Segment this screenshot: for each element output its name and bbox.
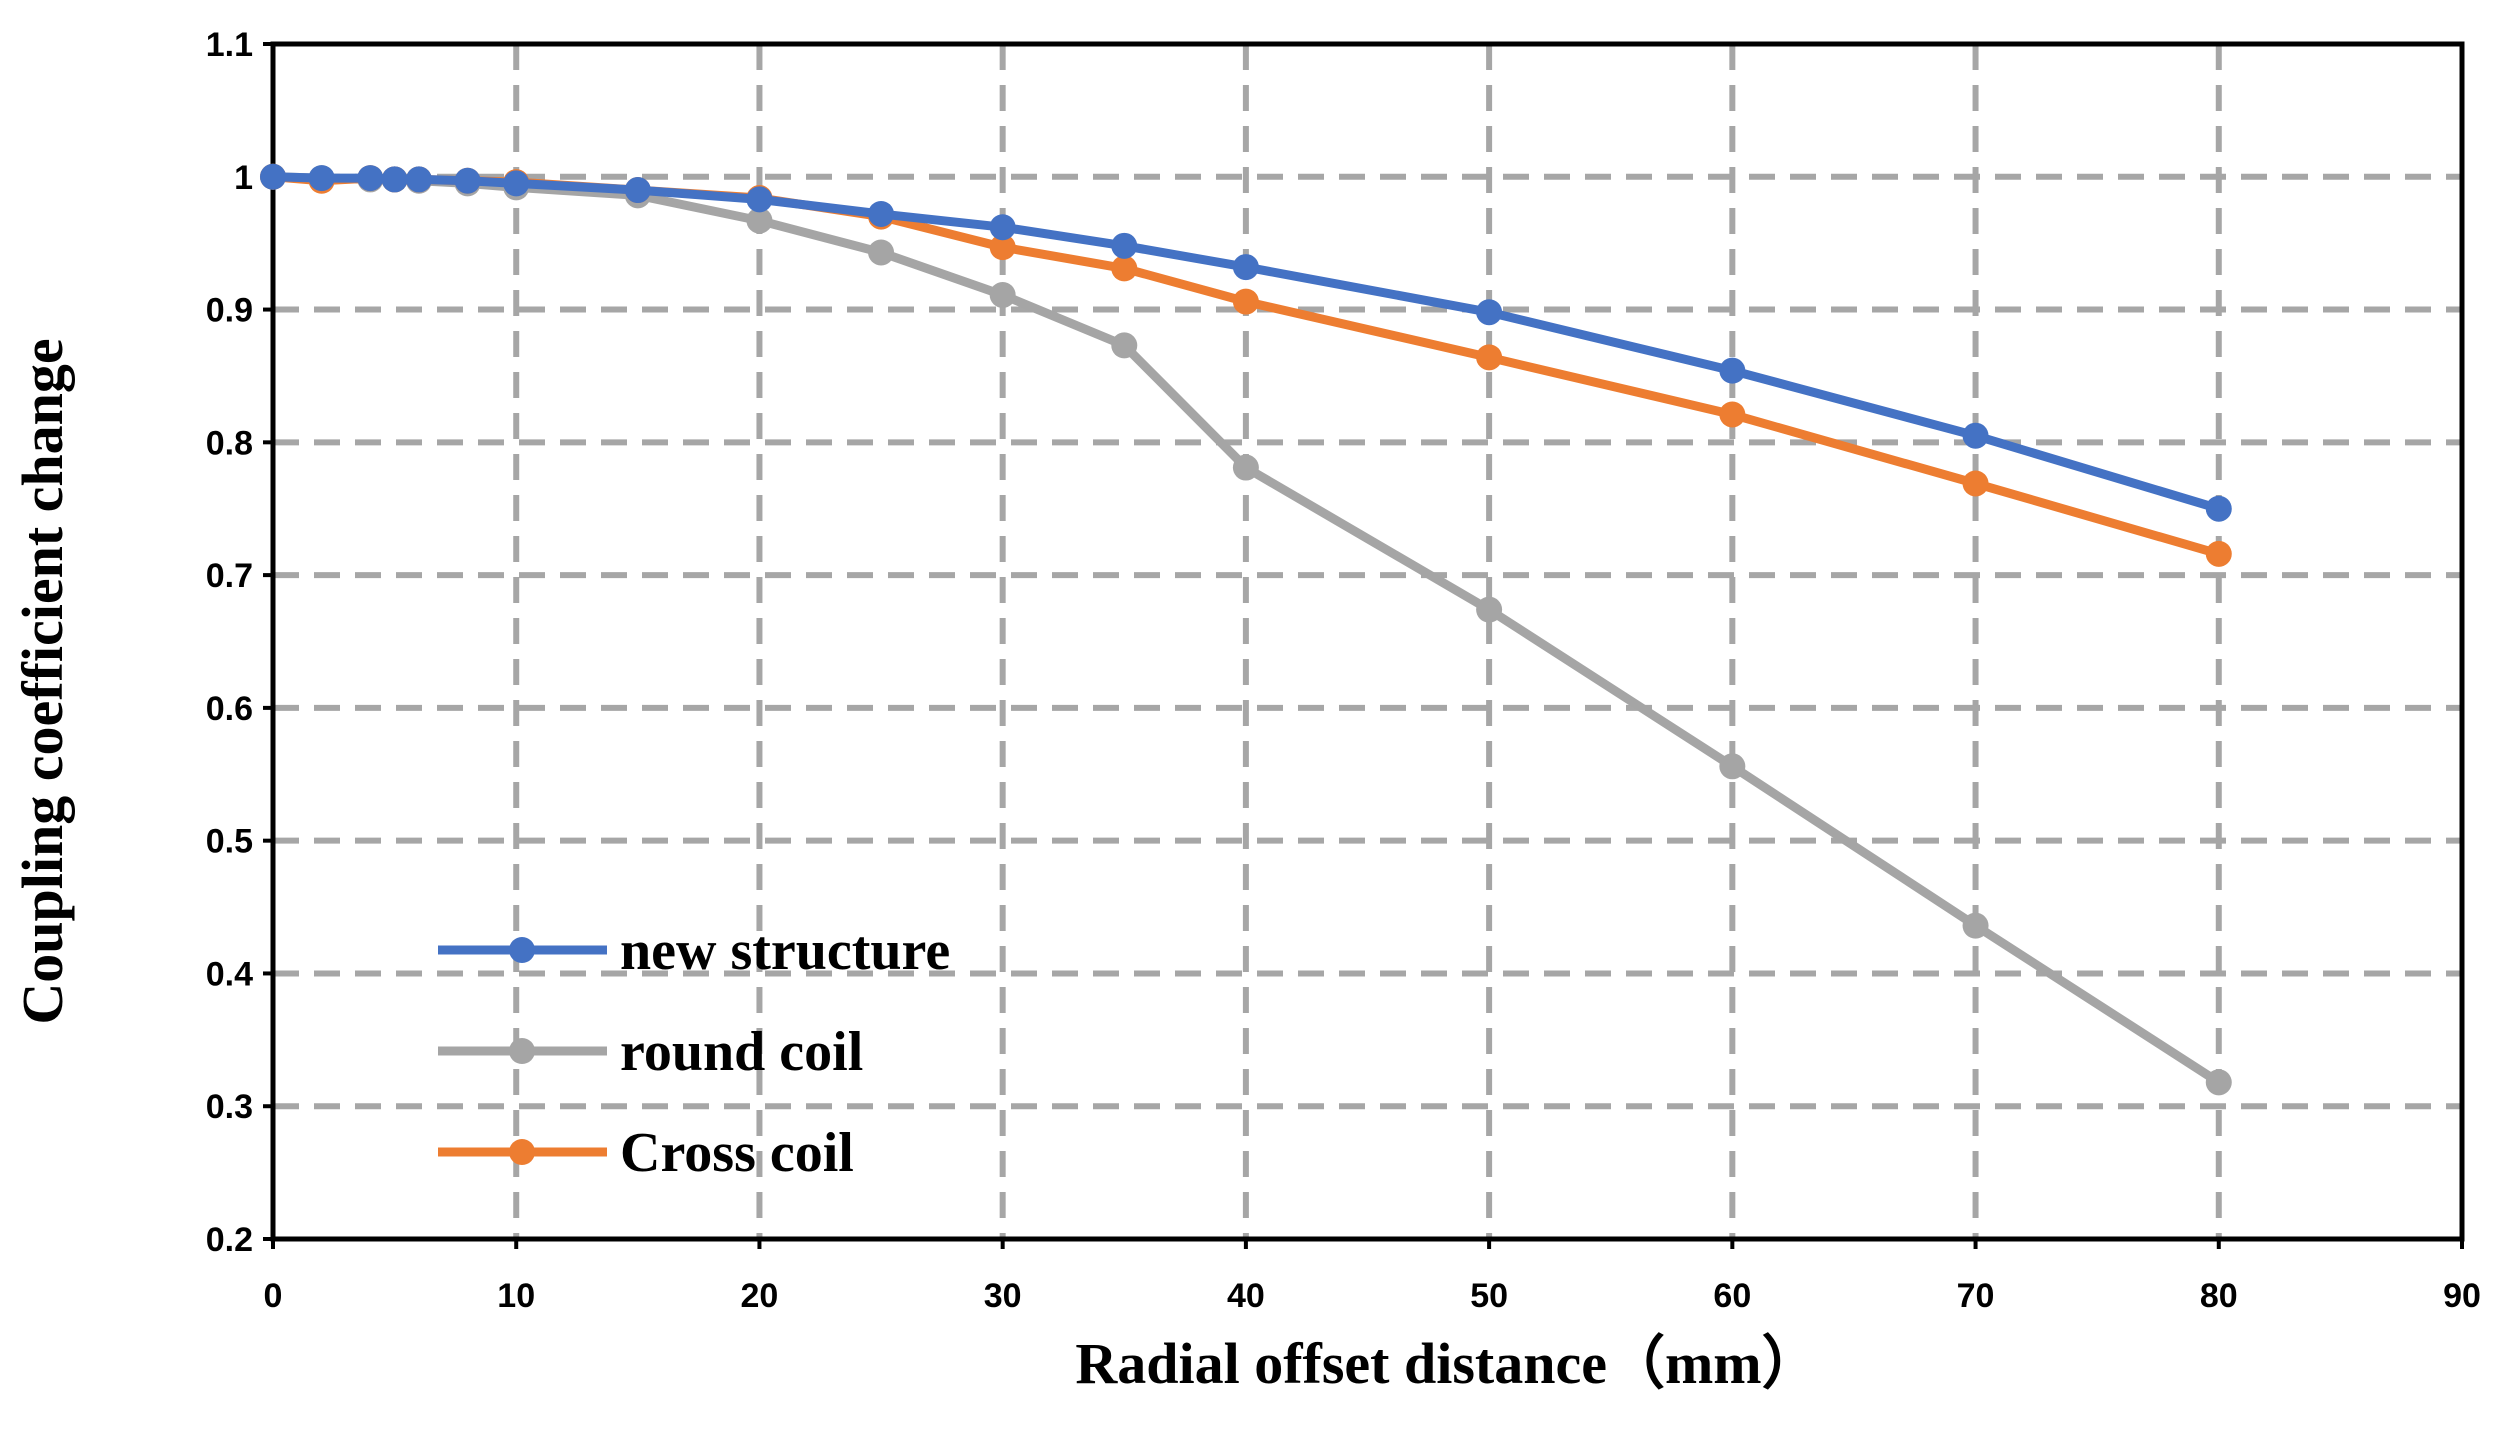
data-point [260,163,286,190]
x-tick-label: 90 [2443,1277,2481,1315]
data-point [1719,401,1746,428]
legend: new structure round coil Cross coil [438,920,950,1184]
data-point [746,207,773,234]
data-point [868,200,895,227]
data-point [1962,912,1989,939]
data-point [2205,1069,2232,1096]
grid [273,44,2462,1239]
data-point [308,165,335,192]
axis-ticks: 0.2 0.3 0.4 0.5 0.6 0.7 0.8 0.9 1 1.1 0 10 20 30 40 50 6… [206,26,2481,1315]
y-axis-title: Coupling coefficient change [10,338,75,1024]
y-tick-label: 0.8 [206,424,253,462]
data-point [624,177,651,204]
data-point [1962,422,1989,449]
x-axis-title: Radial offset distance（mm） [1075,1331,1819,1396]
data-point [746,186,773,213]
legend-label: new structure [620,920,950,982]
series-layer [260,163,2232,1096]
x-tick-label: 10 [497,1277,535,1315]
y-tick-label: 0.7 [206,557,253,595]
data-point [1232,454,1259,481]
data-point [2205,540,2232,567]
data-point [2205,495,2232,522]
legend-item: new structure [438,920,950,982]
legend-swatch-marker [509,1139,535,1165]
legend-label: Cross coil [620,1122,854,1184]
legend-item: round coil [438,1021,863,1083]
legend-label: round coil [620,1021,863,1083]
plot-area-frame [270,41,2465,1242]
data-point [1111,255,1138,282]
y-tick-label: 0.5 [206,823,253,861]
data-point [989,214,1016,241]
legend-swatch-marker [509,1038,535,1064]
x-tick-label: 20 [741,1277,779,1315]
data-point [989,281,1016,308]
y-tick-label: 0.6 [206,690,253,728]
data-point [1962,470,1989,497]
x-tick-label: 0 [264,1277,283,1315]
y-tick-label: 0.4 [206,955,253,993]
data-point [1719,357,1746,384]
data-point [381,166,408,193]
data-point [1111,332,1138,359]
y-tick-label: 0.2 [206,1221,253,1259]
data-point [454,167,481,194]
x-tick-label: 40 [1227,1277,1265,1315]
y-tick-label: 1 [234,159,253,197]
x-tick-label: 30 [984,1277,1022,1315]
y-tick-label: 1.1 [206,26,253,64]
data-point [1476,596,1503,623]
data-point [1111,232,1138,259]
data-point [357,165,384,192]
x-tick-label: 50 [1470,1277,1508,1315]
data-point [1476,344,1503,371]
data-point [1232,288,1259,315]
series-new-structure [260,163,2232,522]
data-point [405,166,432,193]
y-tick-label: 0.9 [206,292,253,330]
data-point [989,234,1016,261]
x-tick-label: 60 [1713,1277,1751,1315]
y-tick-label: 0.3 [206,1088,253,1126]
x-tick-label: 80 [2200,1277,2238,1315]
legend-item: Cross coil [438,1122,854,1184]
data-point [1232,254,1259,281]
legend-swatch-marker [509,937,535,963]
data-point [503,170,530,197]
data-point [1476,299,1503,326]
data-point [868,239,895,266]
x-tick-label: 70 [1957,1277,1995,1315]
data-point [1719,753,1746,780]
